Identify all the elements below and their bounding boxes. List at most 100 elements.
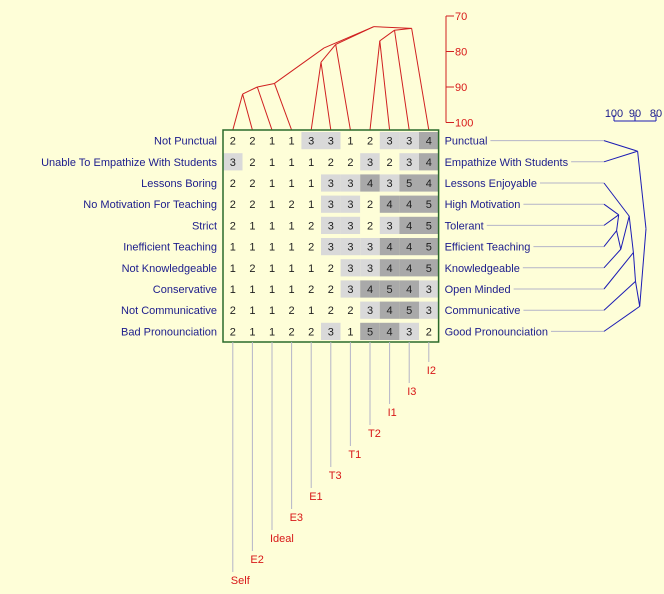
grid-cell-value: 4 xyxy=(406,242,412,254)
grid-cell xyxy=(223,174,243,192)
grid-cell xyxy=(262,195,282,213)
right-pole-label: Knowledgeable xyxy=(445,263,520,275)
element-label: T1 xyxy=(348,449,361,461)
rating-grid: 2 2 1 1 3 3 1 2 3 3 4 3 2 1 1 1 2 2 3 2 3 4 2 2 1 1 1 3 3 4 3 5 4 2 2 1 2 1 3 3… xyxy=(222,129,440,343)
grid-cell xyxy=(340,238,361,256)
grid-cell xyxy=(281,259,302,277)
grid-cell-value: 1 xyxy=(308,178,314,190)
grid-cell xyxy=(223,216,243,234)
construct-tree-branch xyxy=(628,216,634,253)
grid-cell xyxy=(321,153,341,171)
grid-cell-value: 2 xyxy=(328,284,334,296)
element-label: E1 xyxy=(309,491,322,503)
grid-cell xyxy=(419,259,439,277)
grid-cell xyxy=(399,238,419,256)
grid-cell-value: 3 xyxy=(328,242,334,254)
element-dendrogram xyxy=(232,26,430,131)
construct-scale-label: 90 xyxy=(629,108,641,120)
grid-cell xyxy=(321,301,341,319)
element-tree-branch xyxy=(273,83,293,131)
construct-tree-branch xyxy=(635,281,641,307)
grid-cell-value: 2 xyxy=(289,326,295,338)
grid-cell-value: 1 xyxy=(269,157,275,169)
grid-cell-value: 3 xyxy=(328,220,334,232)
element-tree-branch xyxy=(274,47,325,84)
grid-cell xyxy=(321,259,341,277)
grid-cell xyxy=(399,153,419,171)
grid-cell-value: 2 xyxy=(230,326,236,338)
grid-cell xyxy=(379,280,400,298)
grid-cell-value: 2 xyxy=(367,199,373,211)
grid-cell xyxy=(242,153,263,171)
grid-cell-value: 3 xyxy=(406,136,412,148)
grid-cell xyxy=(399,280,419,298)
element-tree-branch xyxy=(323,26,374,49)
grid-cell-value: 3 xyxy=(387,136,393,148)
element-label: I2 xyxy=(427,365,436,377)
element-scale-label: 80 xyxy=(455,47,467,59)
grid-cell-value: 1 xyxy=(249,242,255,254)
grid-cell-value: 4 xyxy=(426,178,432,190)
grid-cell xyxy=(399,195,419,213)
grid-cell xyxy=(281,322,302,340)
grid-cell xyxy=(281,195,302,213)
grid-cell xyxy=(242,216,263,234)
construct-tree-branch xyxy=(603,203,619,216)
grid-cell-value: 4 xyxy=(387,263,393,275)
construct-tree-branch xyxy=(603,230,617,247)
grid-cell-value: 2 xyxy=(249,157,255,169)
grid-cell-value: 2 xyxy=(289,199,295,211)
grid-cell-value: 4 xyxy=(406,263,412,275)
element-tree-branch xyxy=(320,44,337,63)
grid-cell xyxy=(262,174,282,192)
grid-cell-value: 4 xyxy=(406,284,412,296)
grid-cell-value: 5 xyxy=(426,199,432,211)
element-label: E3 xyxy=(290,512,303,524)
grid-cell-value: 1 xyxy=(289,178,295,190)
grid-cell-value: 2 xyxy=(230,178,236,190)
grid-cell xyxy=(419,238,439,256)
grid-cell xyxy=(301,174,321,192)
element-label: T3 xyxy=(329,470,342,482)
grid-cell-value: 1 xyxy=(289,284,295,296)
grid-cell-value: 1 xyxy=(249,220,255,232)
element-scale-label: 70 xyxy=(455,11,467,23)
construct-tree-branch xyxy=(603,281,636,311)
grid-cell xyxy=(379,153,400,171)
grid-cell-value: 2 xyxy=(230,136,236,148)
grid-cell-value: 5 xyxy=(426,220,432,232)
grid-cell-value: 3 xyxy=(426,284,432,296)
grid-cell xyxy=(340,280,361,298)
right-pole-label: Good Pronounciation xyxy=(445,326,548,338)
right-pole-labels: Punctual Empathize With Students Lessons E… xyxy=(445,136,604,338)
grid-cell xyxy=(242,174,263,192)
element-tree-branch xyxy=(232,93,244,131)
construct-tree-branch xyxy=(616,230,622,250)
grid-cell xyxy=(321,132,341,150)
grid-cell-value: 2 xyxy=(347,157,353,169)
grid-cell-value: 3 xyxy=(347,199,353,211)
grid-cell-value: 5 xyxy=(426,263,432,275)
grid-cell-value: 1 xyxy=(269,220,275,232)
construct-tree-branch xyxy=(632,252,636,282)
grid-cell xyxy=(223,280,243,298)
grid-cell xyxy=(399,174,419,192)
element-label: I3 xyxy=(407,386,416,398)
grid-cell-value: 1 xyxy=(308,157,314,169)
grid-cell xyxy=(262,301,282,319)
left-pole-label: Lessons Boring xyxy=(141,178,217,190)
grid-cell-value: 2 xyxy=(308,242,314,254)
grid-cell-value: 2 xyxy=(328,157,334,169)
grid-cell xyxy=(281,280,302,298)
element-label: Self xyxy=(231,575,251,587)
grid-cell xyxy=(419,195,439,213)
grid-cell xyxy=(281,132,302,150)
grid-cell-value: 1 xyxy=(269,305,275,317)
element-tree-branch xyxy=(256,86,273,131)
grid-cell-value: 4 xyxy=(387,199,393,211)
grid-cell xyxy=(419,301,439,319)
grid-cell xyxy=(301,153,321,171)
element-labels: Self E2 Ideal E3 E1 T3 T1 T2 I1 I3 I2 xyxy=(231,342,436,587)
grid-cell xyxy=(321,322,341,340)
left-pole-label: Not Communicative xyxy=(121,305,217,317)
